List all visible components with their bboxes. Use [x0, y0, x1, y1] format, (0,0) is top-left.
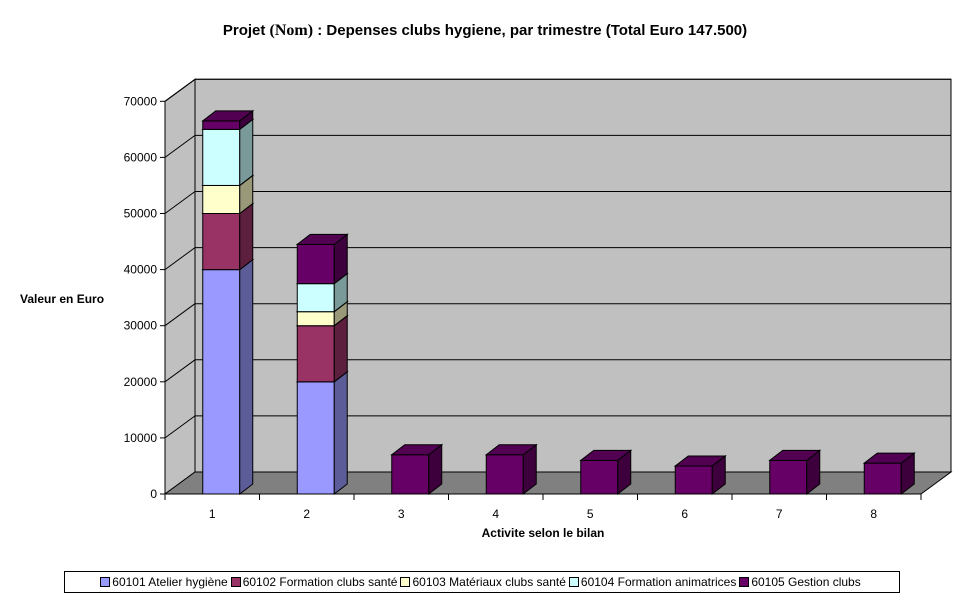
legend-item: 60105 Gestion clubs — [739, 575, 861, 589]
y-tick-label: 40000 — [124, 263, 158, 277]
side-wall — [164, 78, 196, 495]
bar-1-series-5-front — [202, 120, 241, 130]
legend-swatch — [568, 577, 579, 587]
y-tick-label: 70000 — [124, 94, 158, 108]
bar-2-series-5-top — [295, 233, 349, 245]
bar-1-series-3-front — [202, 184, 241, 214]
x-tick-label: 6 — [681, 507, 688, 521]
x-tick-label: 8 — [870, 507, 877, 521]
legend-item: 60101 Atelier hygiène — [100, 575, 228, 589]
bar-1-series-2-side — [239, 202, 254, 271]
chart-title: Projet (Nom) : Depenses clubs hygiene, p… — [0, 22, 970, 40]
gridline-side-1 — [164, 415, 196, 439]
legend: 60101 Atelier hygiène 60102 Formation clu… — [64, 571, 900, 593]
gridline-side-2 — [164, 359, 196, 383]
y-tick-label: 60000 — [124, 150, 158, 164]
bar-2-series-1-front — [296, 381, 335, 495]
y-axis-label: Valeur en Euro — [20, 292, 105, 306]
x-tick-label: 7 — [776, 507, 783, 521]
legend-label: 60102 Formation clubs santé — [242, 575, 398, 589]
x-tick-label: 4 — [492, 507, 499, 521]
x-tick-label: 2 — [303, 507, 310, 521]
x-axis-label: Activite selon le bilan — [481, 526, 605, 540]
gridline-side-6 — [164, 134, 196, 158]
bar-2-series-1-side — [333, 370, 348, 496]
bar-7-series-5-front — [769, 459, 808, 495]
legend-swatch — [100, 577, 111, 587]
bar-1-series-5-top — [201, 110, 255, 122]
bar-1-series-2-front — [202, 213, 241, 271]
legend-label: 60101 Atelier hygiène — [112, 575, 228, 589]
legend-item: 60104 Formation animatrices — [568, 575, 737, 589]
bar-2-series-4-front — [296, 283, 335, 313]
bar-2-series-2-side — [333, 314, 348, 383]
gridline-side-5 — [164, 191, 196, 214]
bar-4-series-5-front — [485, 454, 524, 495]
bar-3-series-5-top — [390, 444, 444, 456]
legend-swatch — [400, 577, 411, 587]
gridline-side-4 — [164, 247, 196, 271]
bar-1-series-1-side — [239, 258, 254, 496]
y-tick-label: 0 — [150, 487, 157, 501]
legend-label: 60104 Formation animatrices — [580, 575, 737, 589]
bar-3-series-5-front — [391, 454, 430, 495]
y-tick-label: 50000 — [124, 207, 158, 221]
floor — [163, 471, 953, 495]
bar-6-series-5-front — [674, 465, 713, 495]
bar-1-series-1-front — [202, 269, 241, 495]
bar-1-series-4-side — [239, 118, 254, 187]
bar-2-series-5-front — [296, 243, 335, 285]
bar-2-series-3-front — [296, 311, 335, 327]
bar-8-series-5-front — [863, 462, 902, 495]
y-tick-label: 30000 — [124, 319, 158, 333]
legend-label: 60105 Gestion clubs — [751, 575, 861, 589]
x-tick-label: 5 — [587, 507, 594, 521]
bar-2-series-2-front — [296, 325, 335, 383]
bar-5-series-5-top — [579, 449, 633, 461]
legend-label: 60103 Matériaux clubs santé — [412, 575, 566, 589]
chart-title-name: (Nom) — [269, 22, 314, 39]
bar-1-series-4-front — [202, 128, 241, 186]
gridline-side-7 — [164, 78, 196, 102]
bar-8-series-5-top — [862, 452, 916, 464]
y-tick-label: 20000 — [124, 375, 158, 389]
bar-5-series-5-front — [580, 459, 619, 495]
legend-item: 60103 Matériaux clubs santé — [400, 575, 566, 589]
x-tick-label: 3 — [398, 507, 405, 521]
y-tick-label: 10000 — [124, 431, 158, 445]
bar-7-series-5-top — [768, 449, 822, 461]
bar-4-series-5-top — [484, 444, 538, 456]
gridline-side-3 — [164, 303, 196, 327]
legend-swatch — [230, 577, 241, 587]
bar-6-series-5-top — [673, 455, 727, 467]
legend-swatch — [739, 577, 750, 587]
chart-title-suffix: : Depenses clubs hygiene, par trimestre … — [317, 22, 748, 39]
legend-item: 60102 Formation clubs santé — [230, 575, 398, 589]
chart-title-prefix: Projet — [222, 22, 266, 39]
x-tick-label: 1 — [209, 507, 216, 521]
